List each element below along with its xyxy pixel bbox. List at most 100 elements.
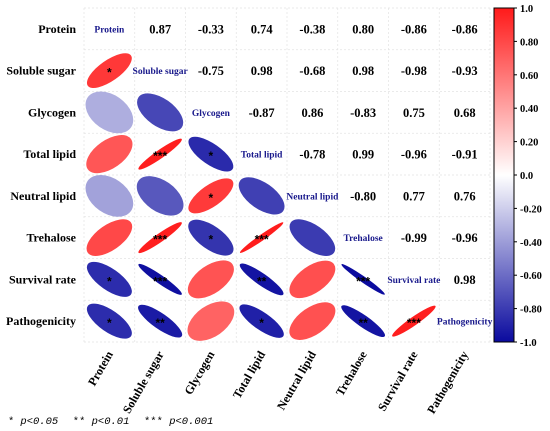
coefficient-label: -0.86 (452, 22, 478, 36)
correlation-ellipse (341, 305, 386, 338)
column-label-protein: Protein (85, 348, 116, 388)
correlation-ellipse (138, 304, 183, 338)
colorbar-tick-label: -0.80 (520, 305, 542, 316)
significance-mark: * (107, 274, 112, 288)
coefficient-label: 0.68 (454, 106, 476, 120)
colorbar: 1.0 0.80 0.60 0.40 0.20 0.0 -0.20 -0.40 -0.60 -0.… (493, 4, 542, 349)
coefficient-label: 0.98 (352, 64, 374, 78)
significance-mark: *** (356, 274, 370, 288)
significance-legend: * p<0.05 ** p<0.01 *** p<0.001 (8, 416, 213, 428)
correlation-ellipse (289, 302, 336, 340)
column-label-trehalose: Trehalose (333, 348, 370, 398)
column-label-soluble-sugar: Soluble sugar (120, 348, 167, 416)
row-label-total-lipid: Total lipid (23, 147, 76, 161)
row-label-pathogenicity: Pathogenicity (6, 314, 76, 328)
correlation-ellipse (188, 178, 234, 214)
row-label-neutral-lipid: Neutral lipid (10, 189, 76, 203)
coefficient-label: 0.75 (403, 106, 425, 120)
correlation-ellipse (188, 219, 234, 256)
row-labels: Protein Soluble sugar Glycogen Total lipid N… (6, 22, 77, 328)
significance-legend-threshold: p<0.05 (19, 416, 59, 428)
colorbar-gradient (493, 7, 515, 343)
coefficient-label: -0.75 (198, 64, 224, 78)
coefficient-label: -0.99 (401, 231, 427, 245)
diagonal-label-trehalose: Trehalose (344, 234, 383, 244)
coefficient-label: 0.80 (352, 22, 374, 36)
significance-legend-threshold: p<0.01 (91, 416, 130, 428)
colorbar-tick-label: -0.60 (520, 271, 542, 282)
column-label-glycogen: Glycogen (181, 348, 217, 397)
colorbar-tick-label: -1.0 (520, 338, 537, 349)
correlation-ellipse (86, 219, 133, 256)
row-label-glycogen: Glycogen (28, 105, 76, 119)
coefficient-label: -0.80 (350, 189, 376, 203)
coefficient-label: 0.98 (251, 64, 273, 78)
diagonal-label-protein: Protein (94, 25, 125, 35)
correlation-ellipse (289, 219, 336, 256)
correlation-ellipse (239, 263, 284, 296)
correlation-ellipse (341, 264, 385, 295)
column-label-total-lipid: Total lipid (230, 348, 269, 401)
significance-mark: * (107, 316, 112, 330)
diagonal-label-glycogen: Glycogen (192, 109, 231, 119)
correlation-ellipse (187, 260, 234, 299)
colorbar-tick-label: 0.0 (520, 171, 533, 182)
column-label-neutral-lipid: Neutral lipid (274, 348, 319, 412)
correlation-ellipse (138, 263, 182, 295)
row-label-survival-rate: Survival rate (9, 272, 77, 286)
significance-mark: *** (153, 149, 167, 163)
coefficient-label: -0.96 (401, 148, 427, 162)
significance-legend-stars: ** (73, 416, 86, 428)
significance-legend-stars: *** (144, 416, 163, 428)
correlation-ellipse (85, 91, 134, 134)
colorbar-tick-label: 1.0 (520, 4, 533, 15)
correlation-ellipse (138, 138, 182, 170)
matrix-cells: Protein 0.87 -0.33 0.74 -0.38 0.80 -0.86 -0.86 *… (83, 7, 493, 343)
correlation-ellipse (136, 176, 184, 216)
coefficient-label: 0.76 (454, 189, 476, 203)
coefficient-label: -0.33 (198, 22, 224, 36)
colorbar-tick-label: 0.20 (520, 138, 538, 149)
coefficient-label: -0.87 (249, 106, 275, 120)
column-labels: Protein Soluble sugar Glycogen Total lipid N… (85, 348, 471, 416)
significance-legend-stars: * (8, 416, 14, 428)
coefficient-label: -0.93 (452, 64, 478, 78)
correlation-ellipse (238, 177, 285, 215)
column-label-survival-rate: Survival rate (375, 348, 421, 414)
correlation-ellipse (85, 175, 134, 217)
coefficient-label: 0.77 (403, 189, 425, 203)
correlation-ellipse (137, 93, 184, 132)
correlation-ellipse (86, 261, 132, 297)
diagonal-label-soluble-sugar: Soluble sugar (133, 67, 189, 77)
coefficient-label: -0.98 (401, 64, 427, 78)
coefficient-label: -0.91 (452, 148, 478, 162)
correlation-ellipse (188, 136, 234, 172)
colorbar-tick-label: 0.40 (520, 104, 538, 115)
coefficient-label: -0.78 (299, 148, 325, 162)
significance-legend-threshold: p<0.001 (168, 416, 213, 428)
significance-mark: ** (257, 274, 267, 288)
diagonal-label-neutral-lipid: Neutral lipid (286, 192, 339, 202)
coefficient-label: 0.86 (301, 106, 323, 120)
significance-mark: *** (153, 233, 167, 247)
correlation-ellipse (289, 260, 336, 299)
coefficient-label: -0.86 (401, 22, 427, 36)
coefficient-label: -0.83 (350, 106, 376, 120)
correlation-ellipse (86, 135, 133, 174)
correlation-ellipse (392, 305, 436, 337)
diagonal-label-pathogenicity: Pathogenicity (437, 318, 493, 328)
row-label-trehalose: Trehalose (26, 231, 76, 245)
colorbar-tick-label: -0.20 (520, 204, 542, 215)
significance-mark: * (209, 149, 214, 163)
significance-mark: ** (358, 316, 368, 330)
significance-mark: *** (255, 233, 269, 247)
coefficient-label: 0.98 (454, 273, 476, 287)
coefficient-label: -0.38 (299, 22, 325, 36)
coefficient-label: -0.96 (452, 231, 478, 245)
correlation-ellipse (239, 222, 284, 253)
significance-mark: ** (155, 316, 165, 330)
coefficient-label: 0.74 (251, 22, 274, 36)
correlation-ellipse (138, 222, 182, 254)
colorbar-tick-label: 0.60 (520, 71, 538, 82)
